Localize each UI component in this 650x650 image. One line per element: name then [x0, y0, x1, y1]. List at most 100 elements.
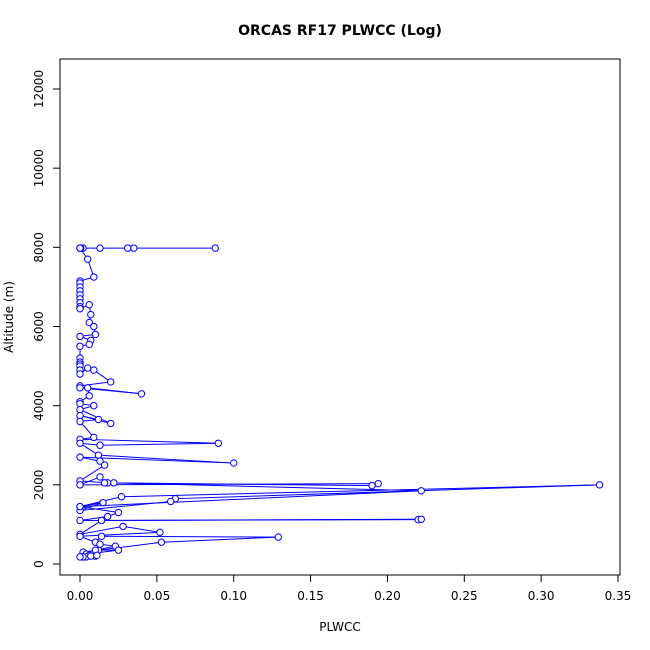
data-point: [96, 244, 104, 252]
data-point: [97, 516, 106, 525]
data-point: [87, 310, 95, 319]
series-segment: [79, 438, 219, 444]
y-tick-label: 0: [32, 560, 46, 568]
data-point: [76, 384, 84, 392]
data-point: [107, 419, 115, 428]
data-point: [107, 378, 115, 386]
data-point: [97, 532, 106, 540]
y-axis-label: Altitude (m): [2, 281, 16, 353]
data-point: [76, 516, 84, 525]
x-tick-label: 0.20: [374, 589, 401, 603]
series-segment: [175, 484, 600, 500]
data-point: [76, 417, 84, 426]
chart-title: ORCAS RF17 PLWCC (Log): [238, 23, 442, 39]
series-segment: [113, 482, 422, 492]
data-point: [417, 487, 425, 495]
data-point: [96, 441, 104, 449]
data-point: [211, 244, 219, 252]
data-point: [85, 392, 93, 400]
series-segment: [122, 525, 161, 533]
data-point: [119, 522, 127, 531]
series-segment: [79, 506, 119, 514]
data-point: [214, 439, 223, 447]
y-tick-label: 4000: [32, 390, 46, 421]
data-point: [76, 370, 84, 378]
y-axis: 0 2000 4000 6000 8000 10000 12000: [32, 70, 61, 568]
series-segment: [79, 525, 124, 535]
data-point: [83, 384, 92, 392]
data-point: [94, 415, 103, 424]
data-point: [96, 540, 104, 548]
series-segment: [79, 502, 104, 512]
data-point: [76, 342, 84, 350]
series-segment: [79, 502, 104, 508]
data-point: [99, 498, 107, 507]
data-point: [96, 457, 104, 465]
x-tick-label: 0.10: [220, 589, 247, 603]
data-point: [76, 304, 84, 313]
data-point: [417, 515, 425, 523]
series-segment: [101, 535, 279, 538]
series-segment: [79, 409, 111, 424]
data-point: [85, 340, 93, 349]
data-point: [368, 481, 376, 490]
data-point: [137, 390, 146, 398]
y-tick-label: 6000: [32, 311, 46, 342]
data-point: [230, 459, 238, 467]
series-points: [76, 244, 604, 561]
x-tick-label: 0.15: [297, 589, 324, 603]
x-axis-label: PLWCC: [319, 620, 360, 634]
series-segment: [79, 464, 105, 482]
data-point: [100, 461, 109, 469]
x-axis: 0.00 0.05 0.10 0.15 0.20 0.25 0.30 0.35: [67, 574, 632, 603]
data-point: [374, 479, 382, 488]
series-segment: [79, 520, 102, 535]
data-point: [83, 255, 92, 263]
x-tick-label: 0.25: [451, 589, 478, 603]
data-point: [157, 538, 166, 546]
data-point: [166, 497, 175, 506]
series-segment: [79, 490, 422, 508]
data-point: [117, 493, 126, 501]
data-point: [90, 322, 98, 331]
data-point: [83, 364, 92, 372]
data-point: [94, 451, 103, 459]
data-point: [90, 401, 98, 410]
series-segment: [79, 456, 234, 464]
data-point: [103, 512, 112, 521]
data-point: [123, 244, 132, 252]
series-segment: [101, 518, 422, 521]
data-point: [114, 546, 123, 554]
plot-frame: [59, 58, 621, 576]
x-tick-label: 0.30: [528, 589, 555, 603]
y-tick-label: 10000: [32, 149, 46, 187]
series-segment: [99, 442, 219, 446]
data-point: [114, 508, 123, 517]
y-tick-label: 8000: [32, 232, 46, 263]
data-point: [76, 453, 84, 461]
series-segment: [87, 387, 142, 395]
data-point: [100, 479, 109, 487]
data-point: [91, 330, 100, 339]
data-point: [110, 479, 118, 487]
series-segment: [79, 531, 160, 537]
y-tick-label: 12000: [32, 70, 46, 108]
data-point: [156, 528, 164, 537]
data-point: [130, 244, 138, 252]
data-point: [274, 533, 282, 541]
series-segment: [79, 381, 111, 387]
data-point: [595, 481, 604, 489]
x-tick-label: 0.00: [67, 589, 94, 603]
x-tick-label: 0.05: [143, 589, 170, 603]
x-tick-label: 0.35: [605, 589, 632, 603]
data-point: [76, 553, 84, 561]
y-tick-label: 2000: [32, 470, 46, 501]
series-segment: [121, 484, 600, 498]
data-point: [76, 502, 84, 511]
data-point: [90, 273, 98, 281]
data-point: [85, 301, 93, 309]
data-point: [96, 473, 104, 481]
data-point: [90, 366, 98, 374]
data-point: [76, 532, 84, 540]
